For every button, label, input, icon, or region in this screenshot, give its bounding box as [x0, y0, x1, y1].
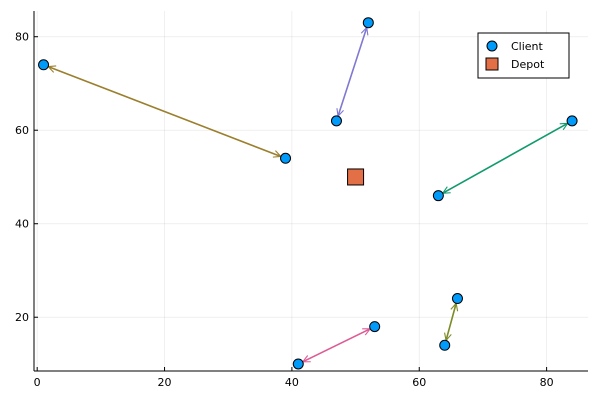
y-tick-label: 60: [15, 124, 29, 137]
client-marker: [432, 190, 444, 202]
client-marker: [330, 115, 342, 127]
route-line: [445, 303, 457, 341]
client-marker: [292, 358, 304, 370]
routes: [47, 26, 569, 363]
client-marker: [369, 321, 381, 333]
y-tick-label: 80: [15, 31, 29, 44]
client-marker: [451, 293, 463, 305]
route: [336, 26, 369, 118]
route-line: [442, 122, 569, 194]
client-marker: [280, 152, 292, 164]
legend-depot-marker: [485, 57, 499, 71]
axes: [33, 11, 588, 372]
legend-client-marker: [486, 40, 498, 52]
route-line: [337, 27, 368, 117]
x-tick-label: 0: [34, 376, 41, 389]
route: [301, 328, 372, 363]
client-marker: [362, 17, 374, 29]
data-points: [38, 17, 578, 370]
depot-marker: [347, 168, 365, 186]
tick-labels: 0 20 40 60 80 20 40 60 80: [15, 31, 554, 389]
x-tick-label: 60: [412, 376, 426, 389]
legend-label: Client: [511, 40, 544, 53]
client-marker: [38, 59, 50, 71]
route-line: [47, 65, 282, 158]
y-tick-label: 40: [15, 218, 29, 231]
route-line: [302, 328, 371, 363]
y-tick-label: 20: [15, 311, 29, 324]
x-tick-label: 40: [285, 376, 299, 389]
x-tick-label: 20: [158, 376, 172, 389]
route: [441, 122, 569, 194]
route: [444, 302, 459, 342]
legend-label: Depot: [511, 58, 545, 71]
client-marker: [566, 115, 578, 127]
client-marker: [439, 339, 451, 351]
x-tick-label: 80: [540, 376, 554, 389]
legend: Client Depot: [477, 32, 570, 79]
